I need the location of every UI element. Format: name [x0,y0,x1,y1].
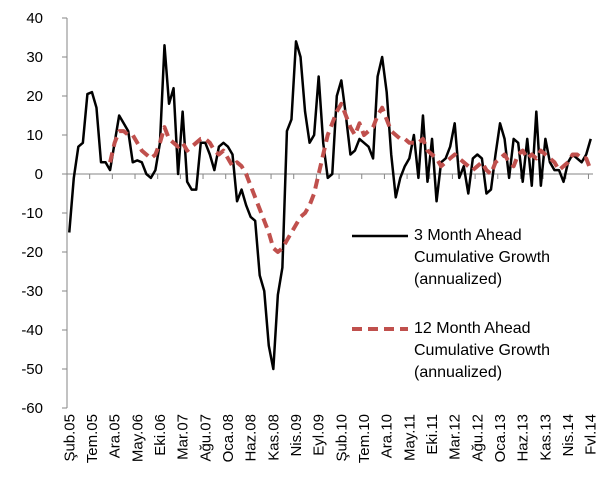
x-tick-label: Eki.06 [152,414,169,456]
x-tick-label: Şub.05 [61,414,78,462]
x-tick-label: Mar.12 [447,414,464,460]
y-tick-label: 40 [26,10,43,27]
legend-label: 12 Month Ahead Cumulative Growth (annual… [414,320,551,381]
y-tick-label: -40 [21,322,43,339]
x-tick-label: Fvl.14 [583,414,600,455]
legend-label: 3 Month Ahead Cumulative Growth (annuali… [414,227,551,288]
y-tick-label: 10 [26,127,43,144]
x-tick-label: Kas.13 [537,414,554,461]
x-tick-label: Ağu.07 [197,414,214,462]
x-tick-label: Tem.05 [84,414,101,463]
x-tick-label: Mar.07 [175,414,192,460]
y-tick-label: -30 [21,283,43,300]
y-tick-label: -50 [21,361,43,378]
x-tick-label: Nis.14 [560,414,577,457]
y-tick-label: 30 [26,49,43,66]
series-line [108,101,593,254]
x-tick-label: Haz.13 [515,414,532,462]
x-tick-label: Ara.10 [379,414,396,458]
x-tick-label: Ağu.12 [469,414,486,462]
x-tick-label: May.06 [129,414,146,462]
x-tick-label: May.11 [401,414,418,461]
x-tick-label: Haz.08 [243,414,260,462]
x-tick-label: Şub.10 [333,414,350,462]
x-tick-label: Eki.11 [424,414,441,455]
y-tick-label: 0 [35,166,43,183]
x-tick-label: Kas.08 [265,414,282,461]
y-tick-label: -10 [21,205,43,222]
x-tick-label: Ara.05 [107,414,124,458]
y-tick-label: -60 [21,400,43,417]
x-tick-label: Oca.08 [220,414,237,462]
y-tick-label: 20 [26,88,43,105]
x-tick-label: Eyl.09 [311,414,328,456]
x-tick-label: Tem.10 [356,414,373,463]
series-line [68,40,592,371]
x-tick-label: Nis.09 [288,414,305,457]
y-tick-label: -20 [21,244,43,261]
x-tick-label: Oca.13 [492,414,509,462]
